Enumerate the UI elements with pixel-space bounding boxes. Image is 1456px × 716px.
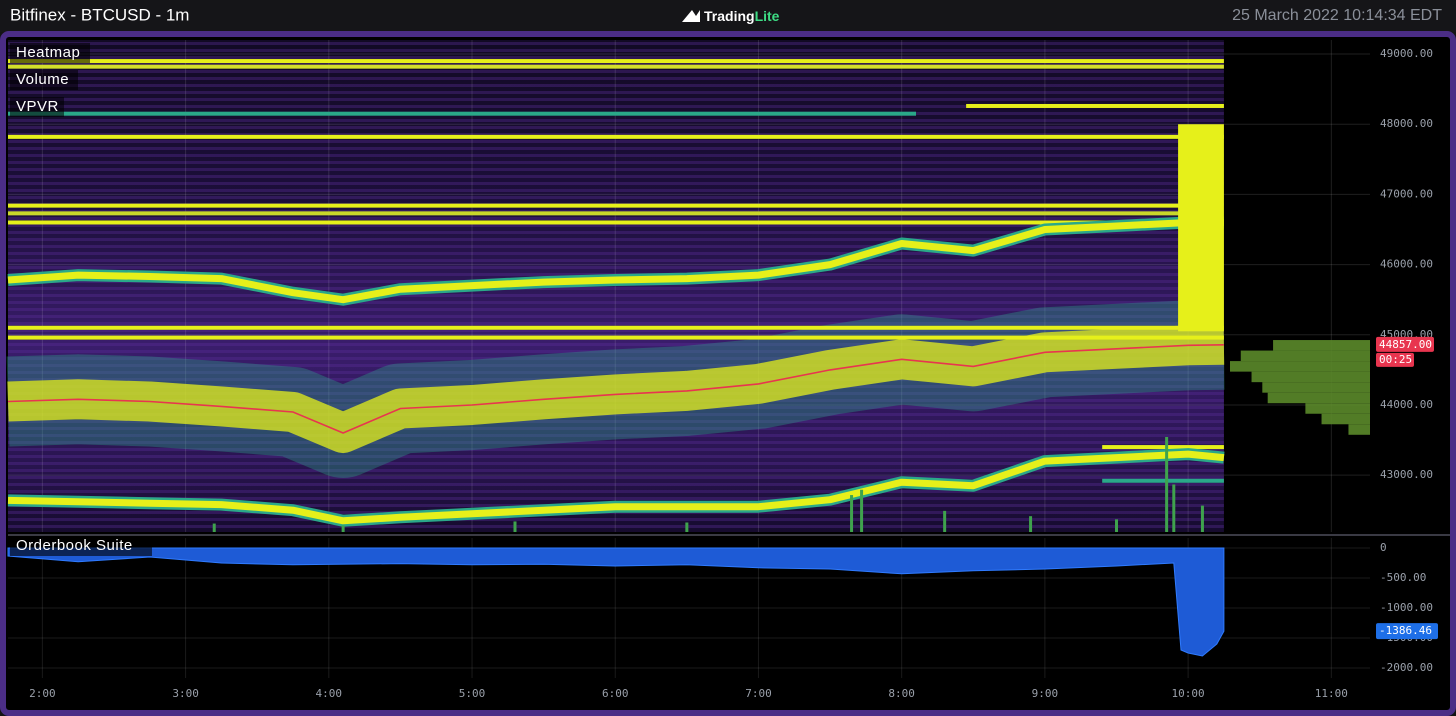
vpvr-bar <box>1262 382 1370 393</box>
y-tick-label: 44000.00 <box>1380 398 1433 411</box>
liquidity-wall <box>8 203 1189 208</box>
y-tick-label: 49000.00 <box>1380 47 1433 60</box>
contour <box>7 219 1224 304</box>
countdown-tag <box>1376 352 1414 367</box>
heatmap-texture <box>8 40 1224 532</box>
volume-bar <box>1165 437 1169 532</box>
y-tick-label: 0 <box>1380 541 1387 554</box>
vpvr-bar <box>1321 413 1370 425</box>
volume-bar <box>212 523 216 532</box>
volume-bar <box>1115 519 1119 532</box>
last-value-label: -1386.46 <box>1379 624 1432 637</box>
y-tick-label: 43000.00 <box>1380 468 1433 481</box>
volume-bar <box>850 495 854 532</box>
x-tick-label: 6:00 <box>602 687 629 700</box>
vpvr-bar <box>1230 361 1370 372</box>
logo-suffix: Lite <box>755 8 780 24</box>
volume-bar <box>1172 484 1176 532</box>
plot: 43000.0044000.0045000.0046000.0047000.00… <box>6 40 1450 700</box>
liquidity-wall <box>8 335 1224 340</box>
volume-bar <box>860 489 864 532</box>
volume-bar <box>685 522 689 532</box>
y-tick-label: -1000.00 <box>1380 601 1433 614</box>
last-price-label: 44857.00 <box>1379 338 1432 351</box>
y-tick-label: -500.00 <box>1380 571 1426 584</box>
liquidity-wall <box>8 325 1224 330</box>
liquidity-wall <box>8 220 1189 225</box>
last-price-tag <box>1376 336 1434 352</box>
x-tick-label: 5:00 <box>459 687 486 700</box>
liquidity-wall <box>966 103 1224 108</box>
volume-bar <box>943 510 947 532</box>
liquidity-wall <box>8 59 1224 64</box>
vpvr-bar <box>1348 424 1370 435</box>
vpvr-bar <box>1267 392 1370 404</box>
logo-prefix-text: Trading <box>704 8 755 24</box>
panel-label-box <box>10 43 90 63</box>
x-tick-label: 7:00 <box>745 687 772 700</box>
x-tick-label: 4:00 <box>316 687 343 700</box>
vpvr-bar <box>1251 371 1370 383</box>
liquidity-wall <box>8 211 1189 216</box>
window-title: Bitfinex - BTCUSD - 1m <box>10 5 189 24</box>
contour <box>7 450 1225 525</box>
liquidity-wall <box>1102 445 1224 450</box>
panel-label-box <box>10 537 152 556</box>
timestamp: 25 March 2022 10:14:34 EDT <box>1232 7 1442 24</box>
liquidity-wall <box>1102 478 1224 483</box>
x-tick-label: 2:00 <box>29 687 56 700</box>
panel-label-box <box>10 97 64 117</box>
panel-label: Volume <box>16 71 69 88</box>
top-bar <box>0 0 1456 32</box>
x-tick-label: 9:00 <box>1032 687 1059 700</box>
panel-label: Heatmap <box>16 44 80 61</box>
volume-bar <box>513 521 517 532</box>
countdown-label: 00:25 <box>1379 353 1412 366</box>
logo: TradingLite <box>682 8 780 24</box>
y-tick-label: -2000.00 <box>1380 661 1433 674</box>
liquidity-wall <box>8 134 1224 139</box>
panel-label: Orderbook Suite <box>16 537 133 554</box>
y-tick-label: 47000.00 <box>1380 187 1433 200</box>
logo-icon <box>682 10 700 22</box>
volume-bar <box>1029 516 1033 532</box>
vpvr-bar <box>1305 403 1370 414</box>
volume-bar <box>341 525 345 532</box>
liquidity-block <box>1178 124 1224 332</box>
x-tick-label: 10:00 <box>1172 687 1205 700</box>
area <box>7 547 1225 657</box>
volume-bar <box>1200 505 1204 532</box>
x-tick-label: 8:00 <box>888 687 915 700</box>
panel-label: VPVR <box>16 98 59 115</box>
vpvr-bar <box>1240 350 1370 362</box>
y-tick-label: 46000.00 <box>1380 258 1433 271</box>
last-value-tag <box>1376 623 1438 640</box>
logo-prefix: TradingLite <box>704 8 780 24</box>
vpvr-bar <box>1273 340 1370 351</box>
y-tick-label: 48000.00 <box>1380 117 1433 130</box>
x-tick-label: 11:00 <box>1315 687 1348 700</box>
x-tick-label: 3:00 <box>172 687 199 700</box>
liquidity-wall <box>8 64 1224 69</box>
liquidity-wall <box>8 111 916 116</box>
panel-label-box <box>10 70 78 90</box>
price-line <box>7 344 1224 434</box>
